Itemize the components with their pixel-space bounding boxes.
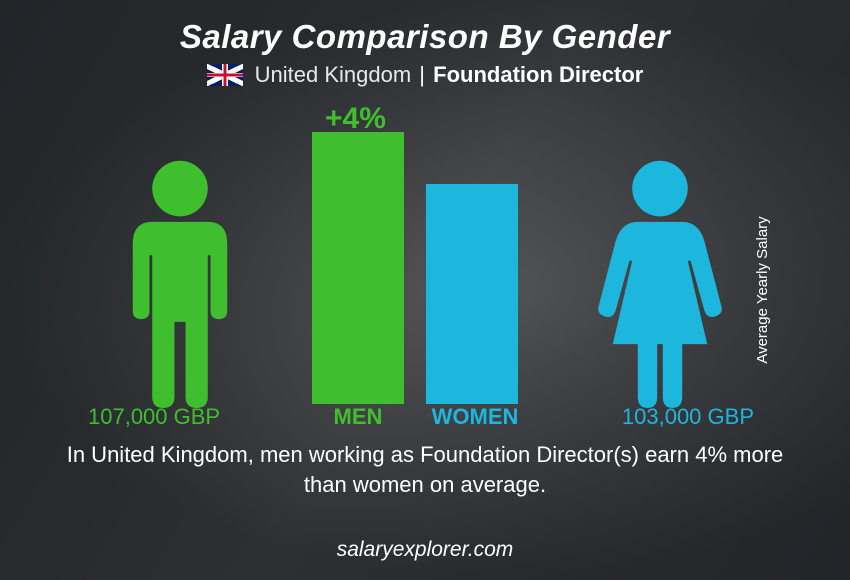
main-title: Salary Comparison By Gender [0, 0, 850, 56]
man-icon [110, 158, 250, 408]
infographic-root: Salary Comparison By Gender United Kingd… [0, 0, 850, 580]
country-name: United Kingdom [255, 62, 412, 87]
man-body [133, 222, 227, 408]
subtitle-text: United Kingdom | Foundation Director [255, 62, 644, 88]
job-title: Foundation Director [433, 62, 643, 87]
woman-body [598, 222, 722, 408]
woman-icon [590, 158, 730, 408]
uk-flag-icon [207, 64, 243, 86]
description-text: In United Kingdom, men working as Founda… [0, 428, 850, 499]
value-label-women: 103,000 GBP [622, 404, 754, 430]
value-label-men: 107,000 GBP [88, 404, 220, 430]
footer-credit: salaryexplorer.com [0, 538, 850, 562]
bar-women [426, 184, 518, 404]
subtitle-separator: | [419, 62, 425, 87]
content-wrapper: Salary Comparison By Gender United Kingd… [0, 0, 850, 580]
woman-head [632, 161, 688, 217]
subtitle-row: United Kingdom | Foundation Director [0, 62, 850, 88]
difference-label: +4% [325, 102, 386, 136]
man-head [152, 161, 208, 217]
bar-men [312, 132, 404, 404]
y-axis-label: Average Yearly Salary [754, 216, 771, 363]
chart-area: +4% MEN WOMEN 107,000 GBP 103,000 GBP [0, 98, 850, 428]
category-label-women: WOMEN [405, 404, 545, 430]
